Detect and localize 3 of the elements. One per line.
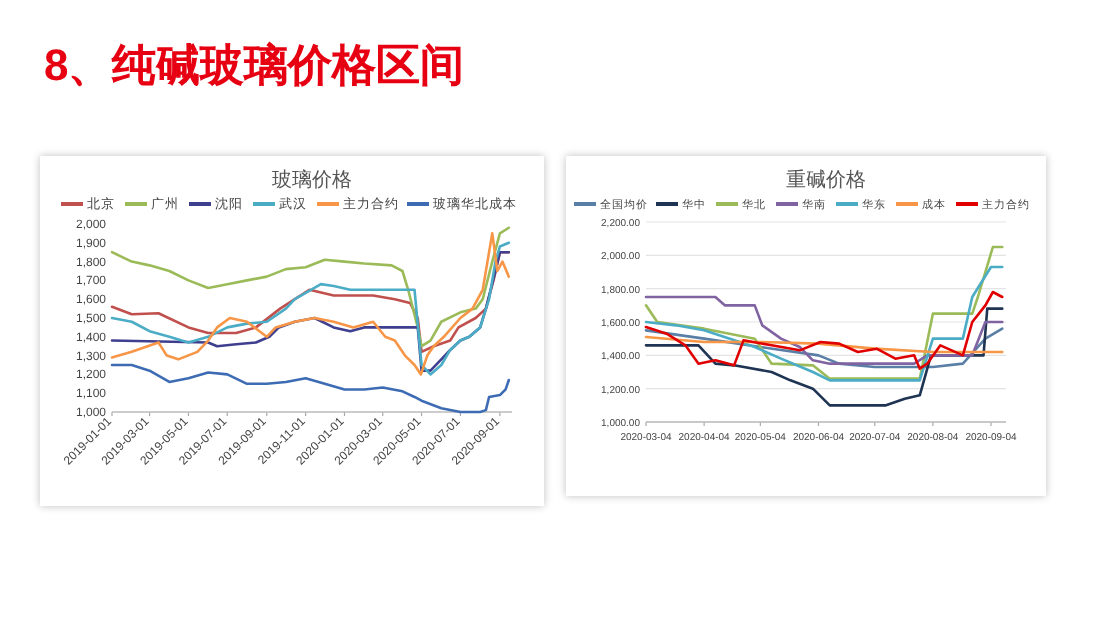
page-title: 8、纯碱玻璃价格区间 (44, 38, 465, 94)
chart-title: 重碱价格 (786, 168, 866, 192)
chart-title: 玻璃价格 (272, 168, 352, 192)
